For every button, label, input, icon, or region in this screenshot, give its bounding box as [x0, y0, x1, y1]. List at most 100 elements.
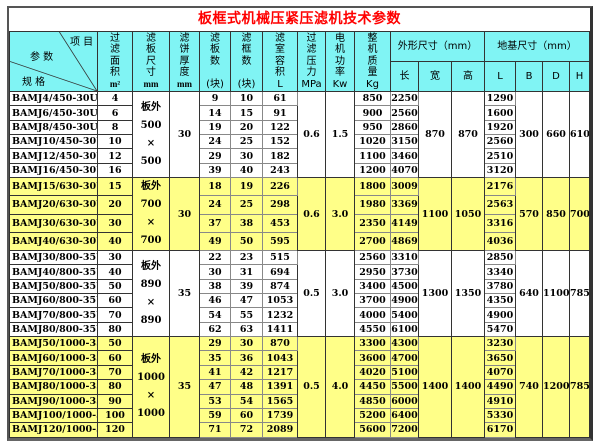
- base-h-cell: 785: [569, 336, 590, 438]
- outer-length-cell: 4500: [390, 278, 419, 295]
- header-pressure-label: 过 滤 压 力: [306, 32, 317, 79]
- frame-count-cell: 25: [230, 195, 263, 215]
- header-pressure-unit: MPa: [301, 78, 322, 90]
- motor-power-cell: 3.0: [325, 177, 355, 252]
- frame-count-cell: 23: [230, 250, 263, 266]
- table-row: BAMJ15/630-30U 15 板外 700 × 700 30 18 19 226 0.6…: [9, 177, 590, 252]
- base-l-cell: 1290: [484, 90, 516, 107]
- base-d-cell: 850: [542, 177, 570, 252]
- mass-cell: 850: [354, 90, 391, 107]
- outer-length-cell: 3009: [390, 177, 419, 197]
- filter-area-cell: 4: [97, 90, 133, 107]
- frame-count-cell: 55: [230, 307, 263, 323]
- chamber-volume-cell: 1411: [262, 321, 298, 338]
- plate-count-cell: 24: [199, 195, 231, 215]
- filter-area-cell: 80: [97, 321, 133, 338]
- chamber-volume-cell: 243: [262, 162, 298, 179]
- frame-count-cell: 54: [230, 393, 263, 409]
- mass-cell: 3600: [354, 350, 391, 366]
- model-cell: BAMJ15/630-30U: [9, 177, 98, 197]
- base-l-cell: 3230: [484, 336, 516, 352]
- spec-table: 板框式机械压紧压滤机技术参数 项 目 参 数 规 格 过 滤 面 积 m² 滤 板…: [9, 8, 590, 438]
- base-b-cell: 300: [515, 90, 543, 179]
- mass-cell: 3400: [354, 278, 391, 295]
- model-cell: BAMJ80/1000-35U: [9, 379, 98, 395]
- cake-thickness-cell: 30: [169, 90, 200, 179]
- base-l-cell: 1600: [484, 105, 516, 121]
- filter-area-cell: 60: [97, 350, 133, 366]
- header-power-unit: Kw: [332, 78, 348, 90]
- filter-area-cell: 16: [97, 162, 133, 179]
- chamber-volume-cell: 1232: [262, 307, 298, 323]
- header-plate-size-unit: mm: [143, 78, 159, 89]
- mass-cell: 2350: [354, 213, 391, 233]
- chamber-volume-cell: 1391: [262, 379, 298, 395]
- pressure-cell: 0.5: [297, 336, 326, 438]
- model-cell: BAMJ80/800-35U: [9, 321, 98, 338]
- base-l-cell: 2560: [484, 134, 516, 150]
- mass-cell: 950: [354, 119, 391, 136]
- model-cell: BAMJ16/450-30U: [9, 162, 98, 179]
- outer-length-cell: 5500: [390, 379, 419, 395]
- header-param-label: 参 数: [30, 52, 54, 63]
- frame-count-cell: 48: [230, 379, 263, 395]
- outer-width-cell: 1100: [418, 177, 452, 252]
- base-l-cell: 3650: [484, 350, 516, 366]
- header-power: 电 机 功 率 Kw: [325, 31, 355, 92]
- outer-length-cell: 5400: [390, 307, 419, 323]
- chamber-volume-cell: 694: [262, 264, 298, 280]
- mass-cell: 4850: [354, 393, 391, 409]
- mass-cell: 4450: [354, 379, 391, 395]
- motor-power-cell: 3.0: [325, 250, 355, 338]
- model-cell: BAMJ70/1000-35U: [9, 364, 98, 381]
- outer-length-cell: 7200: [390, 422, 419, 438]
- outer-length-cell: 2860: [390, 119, 419, 136]
- table-row: BAMJ50/1000-35U50板外 1000 × 1000352930870…: [9, 336, 590, 438]
- frame-count-cell: 30: [230, 148, 263, 164]
- base-h-cell: 610: [569, 90, 590, 179]
- frame-count-cell: 20: [230, 119, 263, 136]
- filter-area-cell: 70: [97, 364, 133, 381]
- header-area: 过 滤 面 积 m²: [97, 31, 133, 92]
- base-h-cell: 700: [569, 177, 590, 252]
- header-area-label: 过 滤 面 积: [110, 32, 120, 79]
- base-l-cell: 4490: [484, 379, 516, 395]
- chamber-volume-cell: 1565: [262, 393, 298, 409]
- model-cell: BAMJ4/450-30U: [9, 90, 98, 107]
- model-cell: BAMJ12/450-30U: [9, 148, 98, 164]
- frame-count-cell: 36: [230, 350, 263, 366]
- filter-area-cell: 50: [97, 336, 133, 352]
- cake-thickness-cell: 30: [169, 177, 200, 252]
- model-cell: BAMJ20/630-30U: [9, 195, 98, 215]
- frame-count-cell: 63: [230, 321, 263, 338]
- plate-count-cell: 53: [199, 393, 231, 409]
- mass-cell: 3300: [354, 336, 391, 352]
- cake-thickness-cell: 35: [169, 336, 200, 438]
- outer-width-cell: 870: [418, 90, 452, 179]
- mass-cell: 4550: [354, 321, 391, 338]
- cake-thickness-cell: 35: [169, 250, 200, 338]
- outer-length-cell: 4900: [390, 293, 419, 309]
- table-row: BAMJ16/450-30U 16 39 40 243 1200 4070 3120: [9, 162, 590, 179]
- base-l-cell: 2510: [484, 148, 516, 164]
- header-power-label: 电 机 功 率: [335, 32, 345, 79]
- header-outer-height: 高: [451, 61, 485, 92]
- mass-cell: 2950: [354, 264, 391, 280]
- mass-cell: 1200: [354, 162, 391, 179]
- header-area-unit: m²: [109, 78, 121, 89]
- table-body: BAMJ4/450-30U 4 板外 500 × 500 30 9 10 61 0.6 1.5 8…: [9, 90, 590, 438]
- model-cell: BAMJ40/630-30U: [9, 231, 98, 252]
- chamber-volume-cell: 152: [262, 134, 298, 150]
- header-outer-length: 长: [390, 61, 419, 92]
- header-outer-width: 宽: [418, 61, 452, 92]
- header-mass-label: 整 机 质 量: [367, 32, 378, 79]
- filter-area-cell: 8: [97, 119, 133, 136]
- filter-area-cell: 40: [97, 231, 133, 252]
- frame-count-cell: 72: [230, 422, 263, 438]
- base-l-cell: 2563: [484, 195, 516, 215]
- chamber-volume-cell: 182: [262, 148, 298, 164]
- filter-area-cell: 120: [97, 422, 133, 438]
- plate-count-cell: 49: [199, 231, 231, 252]
